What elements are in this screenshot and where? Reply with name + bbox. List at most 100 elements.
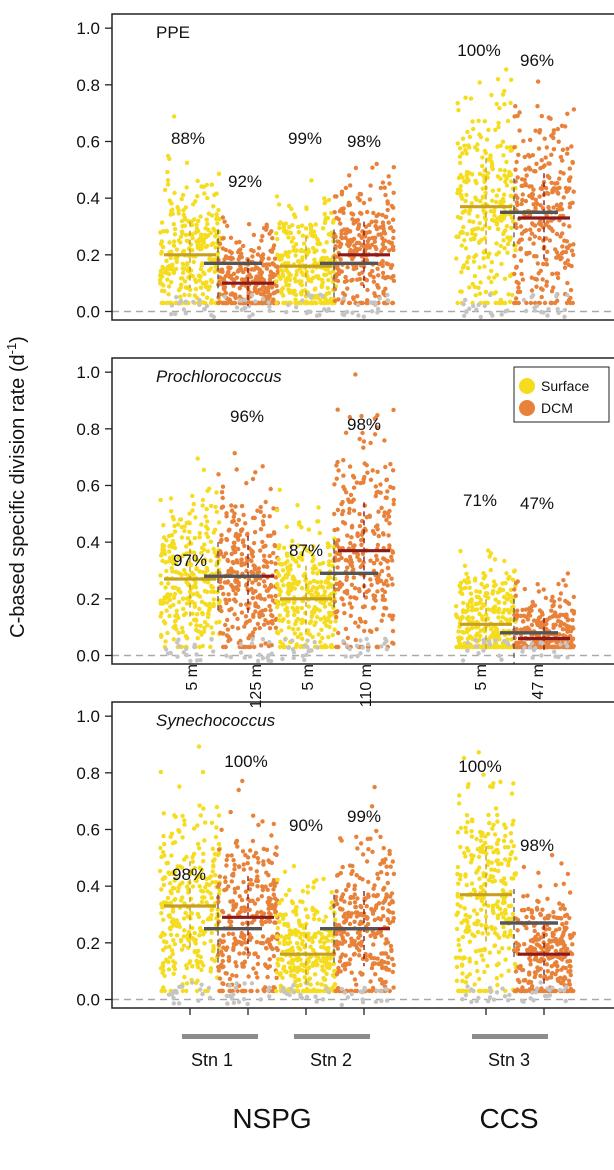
points-stn-1-5-m <box>158 456 223 664</box>
data-point <box>504 145 510 150</box>
data-point <box>274 845 279 850</box>
data-point <box>184 551 189 556</box>
data-point <box>237 268 242 273</box>
panel-frame <box>111 13 614 321</box>
data-point <box>245 861 250 866</box>
data-point <box>246 974 251 979</box>
data-point <box>314 963 320 968</box>
data-point <box>549 152 554 157</box>
data-point <box>242 905 247 910</box>
excluded-point <box>471 303 476 309</box>
data-point <box>269 643 274 648</box>
data-point <box>211 530 216 535</box>
data-point <box>332 482 337 487</box>
points-stn-2-110-m <box>331 161 397 319</box>
percent-label: 96% <box>520 51 554 70</box>
data-point <box>357 557 362 563</box>
data-point <box>364 904 369 909</box>
data-point <box>549 180 554 185</box>
data-point <box>351 485 357 490</box>
data-point <box>279 628 284 633</box>
data-point <box>252 644 257 650</box>
data-point <box>358 192 364 197</box>
data-point <box>344 574 350 580</box>
data-point <box>354 480 360 485</box>
data-point <box>272 883 277 889</box>
data-point <box>258 287 263 292</box>
data-point <box>376 232 381 237</box>
data-point <box>336 538 341 543</box>
data-point <box>502 168 507 173</box>
data-point <box>391 407 396 413</box>
data-point <box>457 154 463 159</box>
data-point <box>349 936 354 941</box>
data-point <box>373 219 378 224</box>
data-point <box>318 639 323 645</box>
data-point <box>185 268 190 273</box>
data-point <box>211 589 217 595</box>
data-point <box>191 592 196 597</box>
data-point <box>160 545 165 550</box>
y-tick-label: 0.8 <box>76 76 100 95</box>
data-point <box>459 269 464 275</box>
data-point <box>551 135 556 141</box>
data-point <box>481 627 486 632</box>
data-point <box>357 198 362 203</box>
data-point <box>332 210 337 215</box>
data-point <box>360 551 366 556</box>
data-point <box>294 272 299 277</box>
excluded-point <box>473 644 479 649</box>
data-point <box>536 227 542 233</box>
data-point <box>496 606 502 612</box>
data-point <box>216 964 221 970</box>
data-point <box>571 594 576 600</box>
data-point <box>383 495 388 500</box>
data-point <box>376 876 381 881</box>
data-point <box>274 970 280 975</box>
excluded-point <box>365 642 371 647</box>
data-point <box>508 171 513 177</box>
data-point <box>370 268 375 274</box>
data-point <box>353 620 358 625</box>
data-point <box>306 959 311 964</box>
data-point <box>175 522 181 527</box>
data-point <box>200 769 206 775</box>
data-point <box>486 548 491 553</box>
data-point <box>391 235 396 241</box>
data-point <box>455 234 460 240</box>
excluded-point <box>175 640 180 645</box>
data-point <box>251 540 257 546</box>
data-point <box>504 596 509 601</box>
data-point <box>186 938 192 943</box>
data-point <box>519 201 524 207</box>
data-point <box>304 234 309 239</box>
data-point <box>351 567 356 572</box>
data-point <box>340 499 345 505</box>
data-point <box>292 965 297 970</box>
data-point <box>182 928 187 933</box>
data-point <box>312 563 317 569</box>
data-point <box>291 627 296 632</box>
data-point <box>184 160 190 165</box>
data-point <box>204 531 209 536</box>
data-point <box>385 565 391 571</box>
data-point <box>180 276 185 281</box>
data-point <box>312 972 318 977</box>
excluded-point <box>194 658 200 663</box>
data-point <box>304 300 310 306</box>
data-point <box>339 231 344 237</box>
data-point <box>230 624 235 630</box>
data-point <box>460 151 465 156</box>
excluded-point <box>379 644 384 649</box>
data-point <box>485 254 491 260</box>
data-point <box>261 263 266 268</box>
data-point <box>486 127 491 133</box>
data-point <box>508 100 513 106</box>
data-point <box>489 92 494 98</box>
data-point <box>545 617 550 622</box>
data-point <box>206 287 211 292</box>
data-point <box>535 79 541 84</box>
data-point <box>461 600 466 606</box>
data-point <box>321 919 326 924</box>
points-stn-2-5-m <box>273 864 338 1004</box>
